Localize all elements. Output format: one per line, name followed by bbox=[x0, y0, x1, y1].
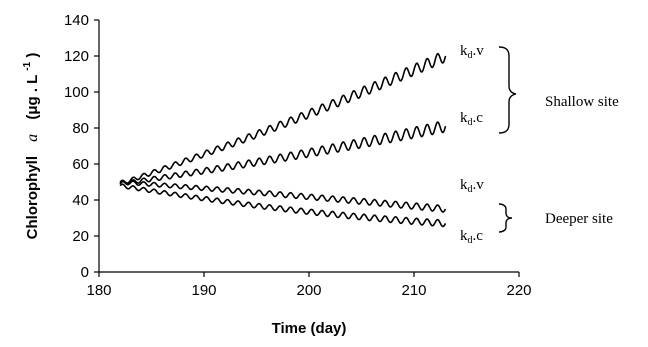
x-tick-label: 220 bbox=[506, 282, 531, 299]
x-tick-label: 200 bbox=[296, 282, 321, 299]
shallow-site-label: Shallow site bbox=[545, 94, 619, 110]
x-tick-label: 190 bbox=[191, 282, 216, 299]
x-tick-label: 180 bbox=[86, 282, 111, 299]
series-line-deeper-kd-v bbox=[119, 179, 447, 213]
deeper-site-label: Deeper site bbox=[545, 211, 613, 227]
y-axis-label-unit-close: ) bbox=[24, 53, 41, 58]
series-lines bbox=[119, 52, 447, 228]
y-tick-label: 140 bbox=[64, 12, 89, 29]
y-tick-label: 40 bbox=[72, 192, 89, 209]
shallow-site-brace bbox=[498, 46, 517, 134]
x-axis-label: Time (day) bbox=[272, 320, 347, 337]
y-tick-label: 100 bbox=[64, 84, 89, 101]
x-tick-label: 210 bbox=[401, 282, 426, 299]
y-axis-label-prefix: Chlorophyll bbox=[24, 156, 41, 239]
series-line-shallow-kd-v bbox=[119, 52, 447, 185]
series-line-shallow-kd-c bbox=[119, 121, 447, 186]
series-label-shallow-kdv: kd.v bbox=[460, 43, 484, 61]
axes bbox=[98, 20, 519, 273]
y-axis-label-unit-superscript: -1 bbox=[22, 61, 33, 70]
y-tick-label: 120 bbox=[64, 48, 89, 65]
y-axis-label: Chlorophyll a (μg . L -1 ) bbox=[17, 53, 41, 240]
y-tick-label: 20 bbox=[72, 228, 89, 245]
y-axis-label-symbol: a bbox=[24, 134, 41, 142]
y-tick-label: 60 bbox=[72, 156, 89, 173]
y-tick-label: 80 bbox=[72, 120, 89, 137]
series-line-deeper-kd-c bbox=[119, 183, 447, 228]
y-axis-label-unit: (μg . L bbox=[24, 75, 41, 120]
series-labels: kd.v kd.c kd.v kd.c bbox=[460, 43, 484, 246]
series-label-deeper-kdv: kd.v bbox=[460, 177, 484, 195]
series-label-shallow-kdc: kd.c bbox=[460, 110, 483, 128]
deeper-site-brace bbox=[498, 203, 513, 233]
y-tick-label: 0 bbox=[81, 264, 89, 281]
series-label-deeper-kdc: kd.c bbox=[460, 228, 483, 246]
ticks: 0 20 40 60 80 100 120 140 180 190 200 210 220 bbox=[64, 12, 532, 299]
